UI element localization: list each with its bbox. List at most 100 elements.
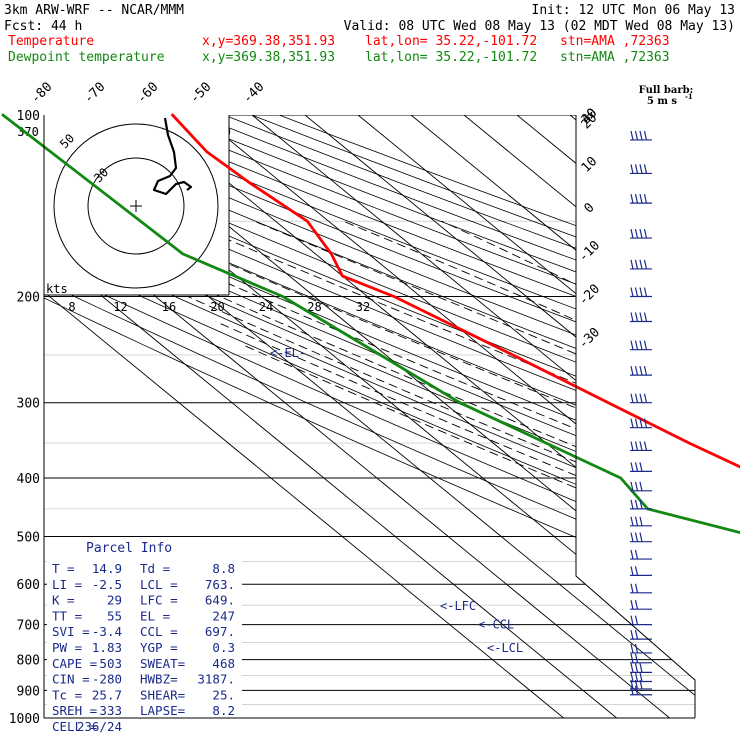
wind-barb-flag-11-2 bbox=[639, 441, 643, 451]
pressure-label-1000: 1000 bbox=[9, 712, 40, 727]
wind-barb-flag-18-1 bbox=[634, 566, 639, 576]
wind-barb-flag-23-0 bbox=[630, 643, 634, 654]
isotherm-label--70: -70 bbox=[81, 80, 108, 107]
wind-barb-flag-14-2 bbox=[639, 499, 643, 510]
wind-barb-flag-10-1 bbox=[634, 418, 639, 428]
level-marker-1: <-LFC bbox=[440, 599, 476, 613]
hodograph-unit-label: kts bbox=[46, 282, 68, 296]
dry-adiabat-340 bbox=[44, 115, 695, 718]
isotherm-label--40: -40 bbox=[240, 80, 267, 107]
parcel-row-1-col-0: LI = bbox=[52, 577, 82, 592]
pressure-label-900: 900 bbox=[17, 684, 40, 699]
barb-legend-value: 5 m s bbox=[647, 96, 678, 107]
moist-adiabat-5 bbox=[140, 261, 695, 718]
wind-barb-flag-11-3 bbox=[643, 441, 648, 451]
wind-barb-13 bbox=[630, 481, 652, 492]
pressure-label-200: 200 bbox=[17, 291, 40, 306]
parcel-row-8-col-0: Tc = bbox=[52, 687, 82, 702]
wind-barb-flag-25-2 bbox=[639, 663, 643, 673]
frame-right bbox=[575, 115, 696, 718]
temperature-legend-name: Temperature bbox=[8, 34, 94, 49]
wind-barb-flag-5-0 bbox=[630, 287, 634, 297]
wind-barb-flag-0-0 bbox=[630, 130, 634, 141]
parcel-row-2-col-2: LFC = bbox=[140, 593, 178, 608]
barb-legend-title: Full barb: bbox=[639, 85, 694, 96]
parcel-info-rows: T = 14.9 Td = 8.8 LI = -2.5 LCL = 763. K = 29 LFC … bbox=[52, 561, 235, 734]
isotherm-right-label--20: -20 bbox=[576, 282, 603, 309]
wind-barb-27 bbox=[630, 679, 652, 690]
wind-barb-flag-24-1 bbox=[634, 653, 639, 663]
wind-barb-flag-15-1 bbox=[634, 516, 639, 526]
wind-barb-flag-9-1 bbox=[634, 393, 639, 403]
wind-barb-6 bbox=[630, 312, 652, 323]
dewpoint-info-line: Dewpoint temperature x,y=369.38,351.93 l… bbox=[8, 50, 670, 65]
wind-barb-flag-3-2 bbox=[639, 228, 643, 239]
hodograph-trace bbox=[152, 117, 193, 196]
parcel-row-1-col-3: 763. bbox=[205, 577, 235, 592]
wind-barb-16 bbox=[630, 532, 652, 543]
speed-axis-label-16: 16 bbox=[162, 300, 176, 314]
wind-barb-flag-11-1 bbox=[634, 441, 639, 451]
isotherm--120 bbox=[44, 115, 564, 718]
wind-barb-flag-12-0 bbox=[630, 462, 634, 472]
sounding-profiles bbox=[1, 113, 740, 534]
temperature-latlon: lat,lon= 35.22,-101.72 bbox=[365, 34, 537, 49]
barb-legend-exponent: -1 bbox=[685, 92, 693, 101]
parcel-row-4-col-3: 697. bbox=[205, 624, 235, 639]
wind-barb-20 bbox=[630, 600, 652, 610]
wind-barb-flag-27-0 bbox=[630, 679, 634, 690]
wind-barb-flag-6-2 bbox=[639, 312, 643, 322]
parcel-row-9-col-3: 8.2 bbox=[212, 703, 235, 718]
wind-barb-flag-14-0 bbox=[630, 499, 634, 510]
wind-barb-17 bbox=[630, 549, 652, 560]
isotherm-label--80: -80 bbox=[28, 80, 55, 107]
dry-adiabat-420 bbox=[169, 115, 695, 718]
isotherm--30 bbox=[304, 115, 695, 718]
parcel-row-9-col-0: SREH = bbox=[52, 703, 97, 718]
isotherm--50 bbox=[198, 115, 695, 718]
wind-barb-flag-24-0 bbox=[630, 653, 634, 663]
wind-barb-flag-1-1 bbox=[634, 164, 639, 174]
dewpoint-profile bbox=[1, 113, 740, 534]
wind-barb-5 bbox=[630, 287, 652, 298]
wind-barb-flag-4-3 bbox=[643, 259, 648, 270]
wind-barb-flag-15-0 bbox=[630, 516, 634, 526]
wind-barb-flag-22-0 bbox=[630, 630, 634, 640]
speed-axis-label-20: 20 bbox=[210, 300, 224, 314]
wind-barb-flag-26-2 bbox=[639, 672, 643, 682]
wind-barb-flag-8-0 bbox=[630, 365, 634, 376]
wind-barb-flag-14-1 bbox=[634, 499, 639, 510]
parcel-row-3-col-1: 55 bbox=[107, 608, 122, 623]
isotherm--110 bbox=[44, 115, 617, 718]
wind-barb-22 bbox=[630, 630, 652, 640]
parcel-row-0-col-2: Td = bbox=[140, 561, 170, 576]
wind-barb-26 bbox=[630, 672, 652, 683]
wind-barb-7 bbox=[630, 340, 652, 351]
wind-barb-12 bbox=[630, 462, 652, 473]
temperature-xy: x,y=369.38,351.93 bbox=[202, 34, 335, 49]
parcel-info-title: Parcel Info bbox=[86, 541, 172, 556]
pressure-label-400: 400 bbox=[17, 472, 40, 487]
parcel-row-2-col-1: 29 bbox=[107, 593, 122, 608]
speed-axis-label-32: 32 bbox=[356, 300, 370, 314]
temperature-profile bbox=[171, 113, 740, 469]
forecast-hour: Fcst: 44 h bbox=[4, 19, 82, 34]
wind-barb-flag-6-3 bbox=[643, 312, 648, 322]
dry-adiabat-330 bbox=[44, 115, 695, 718]
moist-adiabat--5 bbox=[215, 321, 695, 718]
parcel-row-5-col-3: 0.3 bbox=[212, 640, 235, 655]
barb-legend: Full barb: 5 m s -1 bbox=[639, 85, 694, 107]
wind-barb-flag-25-1 bbox=[634, 663, 639, 673]
isotherm--60 bbox=[145, 115, 695, 718]
wind-barb-flag-2-1 bbox=[634, 193, 639, 204]
isotherm-10 bbox=[516, 115, 695, 718]
wind-barb-flag-16-1 bbox=[634, 532, 639, 542]
isotherm--10 bbox=[410, 115, 695, 718]
wind-barb-23 bbox=[630, 643, 652, 654]
wind-barb-flag-26-1 bbox=[634, 672, 639, 682]
wind-barb-flag-23-1 bbox=[634, 643, 639, 654]
isotherm-label--50: -50 bbox=[187, 80, 214, 107]
parcel-row-8-col-2: SHEAR= bbox=[140, 687, 185, 702]
parcel-row-8-col-3: 25. bbox=[212, 687, 235, 702]
